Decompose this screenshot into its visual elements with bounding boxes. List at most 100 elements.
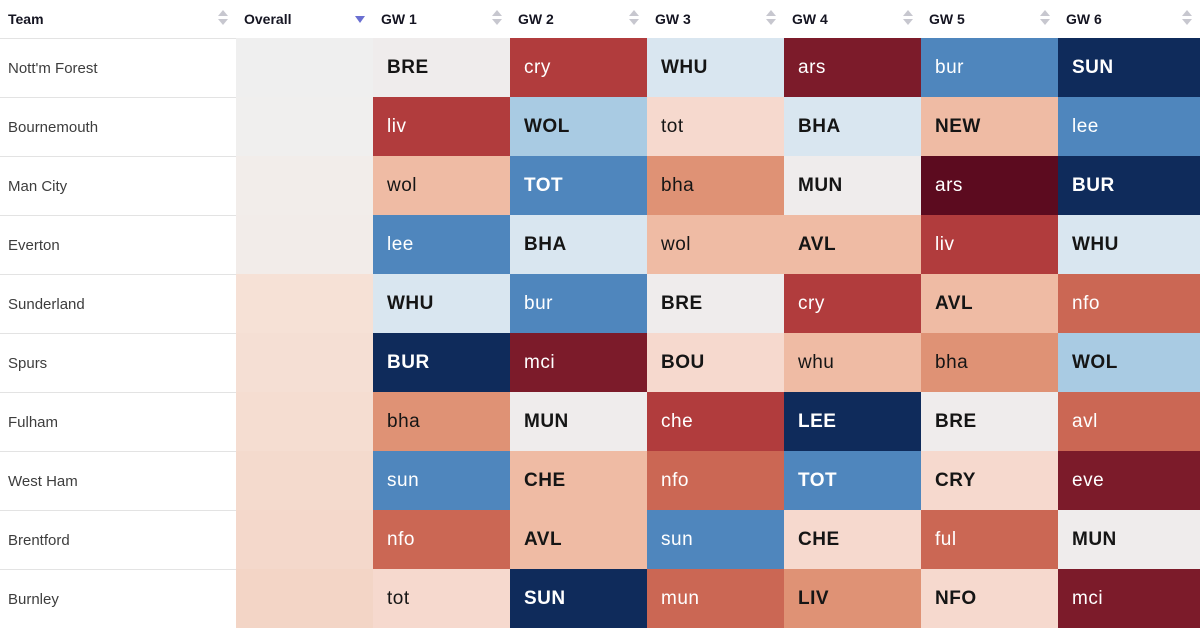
fixture-cell[interactable]: ars [784,38,921,97]
fixture-cell[interactable]: MUN [784,156,921,215]
gw-column-label: GW 6 [1066,11,1102,27]
overall-difficulty-cell [236,274,373,333]
fixture-cell[interactable]: LIV [784,569,921,628]
fixture-cell[interactable]: cry [510,38,647,97]
fixture-cell[interactable]: bur [921,38,1058,97]
gw-column-header[interactable]: GW 3 [647,0,784,38]
fixture-cell[interactable]: TOT [784,451,921,510]
overall-difficulty-cell [236,38,373,97]
gw-column-label: GW 5 [929,11,965,27]
gw-column-header[interactable]: GW 4 [784,0,921,38]
fixture-cell[interactable]: WOL [1058,333,1200,392]
fixture-cell[interactable]: CHE [784,510,921,569]
sort-arrows-icon[interactable] [1182,9,1192,27]
fixture-cell[interactable]: NEW [921,97,1058,156]
fixture-cell[interactable]: ful [921,510,1058,569]
team-name-cell[interactable]: Man City [0,156,236,215]
sort-arrows-icon[interactable] [766,9,776,27]
fixture-cell[interactable]: WHU [373,274,510,333]
fixture-cell[interactable]: che [647,392,784,451]
overall-difficulty-cell [236,392,373,451]
fixture-cell[interactable]: mun [647,569,784,628]
team-name-cell[interactable]: Burnley [0,569,236,628]
gw-column-header[interactable]: GW 2 [510,0,647,38]
fixture-cell[interactable]: AVL [784,215,921,274]
fixture-cell[interactable]: sun [373,451,510,510]
overall-difficulty-cell [236,215,373,274]
fixture-cell[interactable]: bha [921,333,1058,392]
fixture-cell[interactable]: BOU [647,333,784,392]
fixture-cell[interactable]: mci [1058,569,1200,628]
overall-difficulty-cell [236,510,373,569]
fixture-cell[interactable]: bha [647,156,784,215]
team-name-cell[interactable]: Nott'm Forest [0,38,236,97]
fixture-cell[interactable]: AVL [510,510,647,569]
fixture-cell[interactable]: BHA [784,97,921,156]
fixture-cell[interactable]: eve [1058,451,1200,510]
fixture-cell[interactable]: CRY [921,451,1058,510]
fixture-cell[interactable]: wol [373,156,510,215]
team-name-cell[interactable]: Brentford [0,510,236,569]
fixture-cell[interactable]: nfo [647,451,784,510]
fixture-cell[interactable]: BUR [373,333,510,392]
gw-column-label: GW 2 [518,11,554,27]
fixture-cell[interactable]: mci [510,333,647,392]
fixture-cell[interactable]: WHU [1058,215,1200,274]
fixture-cell[interactable]: bha [373,392,510,451]
sort-arrows-icon[interactable] [492,9,502,27]
sort-arrows-icon[interactable] [218,9,228,27]
fixture-cell[interactable]: LEE [784,392,921,451]
fixture-cell[interactable]: MUN [510,392,647,451]
team-name-cell[interactable]: West Ham [0,451,236,510]
team-name-cell[interactable]: Everton [0,215,236,274]
team-name-cell[interactable]: Fulham [0,392,236,451]
gw-column-header[interactable]: GW 5 [921,0,1058,38]
fixture-cell[interactable]: BRE [373,38,510,97]
fixture-cell[interactable]: tot [373,569,510,628]
fixture-cell[interactable]: avl [1058,392,1200,451]
fixture-cell[interactable]: WHU [647,38,784,97]
fixture-cell[interactable]: ars [921,156,1058,215]
gw-column-label: GW 4 [792,11,828,27]
sort-arrows-icon[interactable] [903,9,913,27]
fixture-cell[interactable]: MUN [1058,510,1200,569]
fixture-cell[interactable]: sun [647,510,784,569]
sort-desc-icon[interactable] [355,9,365,27]
team-name-cell[interactable]: Bournemouth [0,97,236,156]
overall-column-header[interactable]: Overall [236,0,373,38]
fixture-cell[interactable]: lee [1058,97,1200,156]
fixture-cell[interactable]: BHA [510,215,647,274]
fixture-cell[interactable]: nfo [373,510,510,569]
fixture-cell[interactable]: BUR [1058,156,1200,215]
team-column-header[interactable]: Team [0,0,236,38]
gw-column-header[interactable]: GW 6 [1058,0,1200,38]
fixture-cell[interactable]: whu [784,333,921,392]
sort-arrows-icon[interactable] [1040,9,1050,27]
fixture-cell[interactable]: AVL [921,274,1058,333]
gw-column-header[interactable]: GW 1 [373,0,510,38]
fixture-cell[interactable]: nfo [1058,274,1200,333]
sort-arrows-icon[interactable] [629,9,639,27]
team-column-label: Team [8,11,44,27]
fixture-cell[interactable]: TOT [510,156,647,215]
fixture-cell[interactable]: wol [647,215,784,274]
fixture-cell[interactable]: CHE [510,451,647,510]
fixture-cell[interactable]: liv [373,97,510,156]
fixture-cell[interactable]: tot [647,97,784,156]
fixture-cell[interactable]: BRE [921,392,1058,451]
team-name-cell[interactable]: Spurs [0,333,236,392]
fixture-cell[interactable]: liv [921,215,1058,274]
overall-difficulty-cell [236,569,373,628]
fixture-cell[interactable]: BRE [647,274,784,333]
fixture-cell[interactable]: bur [510,274,647,333]
fixture-cell[interactable]: SUN [510,569,647,628]
overall-column-label: Overall [244,11,292,27]
fixture-cell[interactable]: lee [373,215,510,274]
fixture-cell[interactable]: cry [784,274,921,333]
team-name-cell[interactable]: Sunderland [0,274,236,333]
overall-difficulty-cell [236,451,373,510]
fixture-cell[interactable]: SUN [1058,38,1200,97]
fixture-cell[interactable]: WOL [510,97,647,156]
fixture-cell[interactable]: NFO [921,569,1058,628]
